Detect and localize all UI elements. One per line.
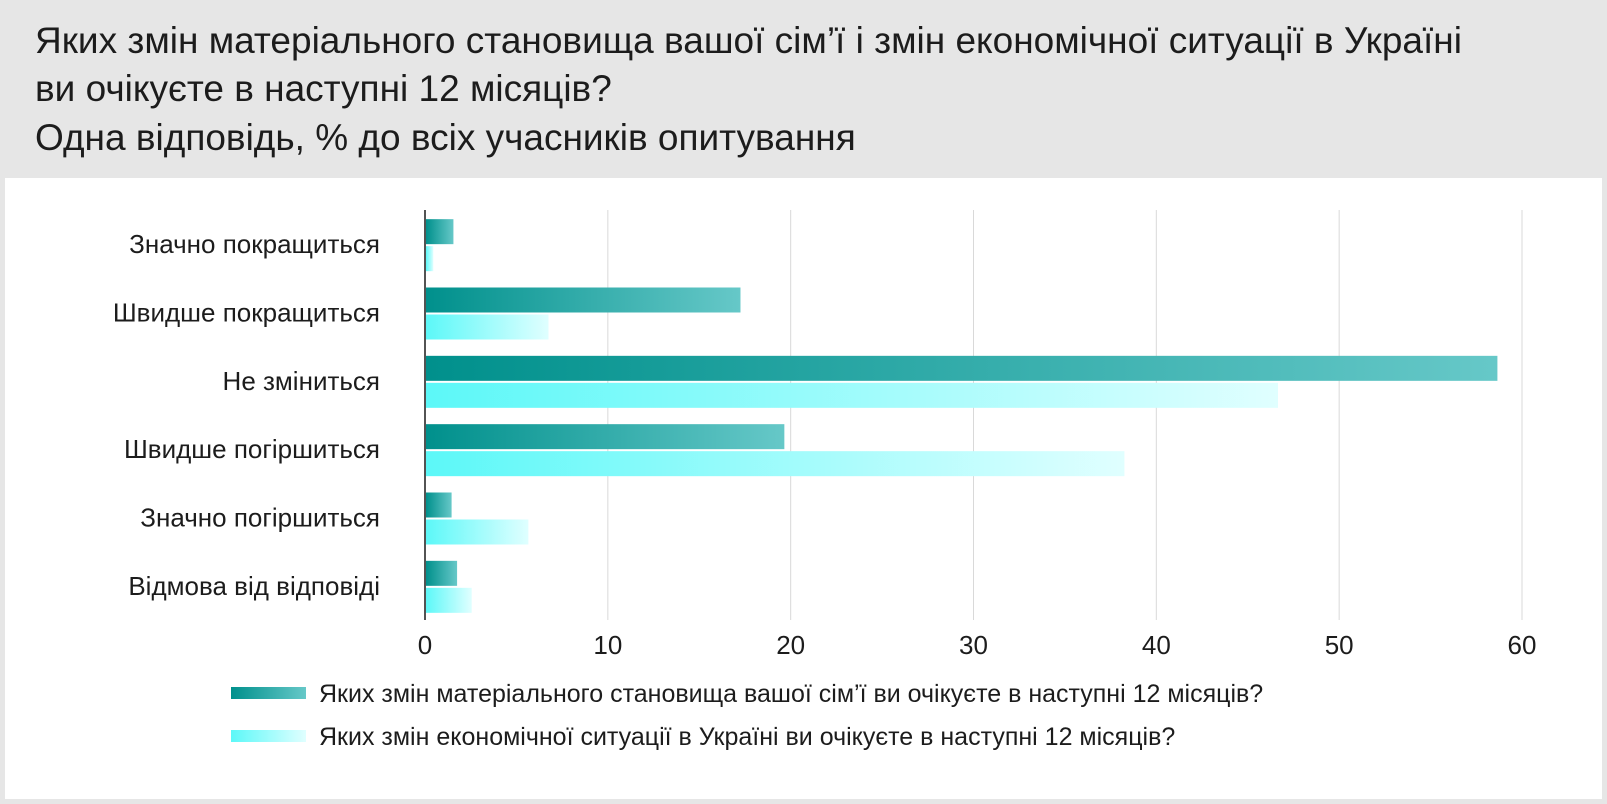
chart-header: Яких змін матеріального становища вашої … <box>0 0 1607 178</box>
bar-series2-4 <box>426 451 1125 477</box>
bar-series1-3 <box>426 355 1498 381</box>
legend-label-series2: Яких змін економічної ситуації в Україні… <box>319 723 1175 751</box>
bar-series1-5 <box>426 492 452 518</box>
x-tick-label-20: 20 <box>776 630 805 660</box>
bar-series2-5 <box>426 519 529 545</box>
legend-swatch-series1 <box>231 687 306 699</box>
bar-series2-1 <box>426 246 434 272</box>
x-tick-label-0: 0 <box>418 630 432 660</box>
legend-swatch-series2 <box>231 730 306 742</box>
x-tick-label-30: 30 <box>959 630 988 660</box>
bar-series1-6 <box>426 560 458 586</box>
legend-label-series1: Яких змін матеріального становища вашої … <box>319 680 1263 708</box>
category-label: Не зміниться <box>223 366 380 396</box>
category-label: Швидше погіршиться <box>124 434 380 464</box>
category-label: Значно покращиться <box>129 229 380 259</box>
chart-title-line-2: ви очікуєте в наступні 12 місяців? <box>35 68 612 109</box>
chart-panel: 0 10 20 30 40 50 60 Значно покращиться Швидше по… <box>5 178 1602 799</box>
chart-subtitle: Одна відповідь, % до всіх учасників опит… <box>35 117 856 158</box>
bar-chart: 0 10 20 30 40 50 60 Значно покращиться Швидше по… <box>113 210 1537 751</box>
bar-series2-6 <box>426 587 472 613</box>
category-label: Швидше покращиться <box>113 298 380 328</box>
bar-series2-3 <box>426 382 1279 408</box>
chart-title-line-1: Яких змін матеріального становища вашої … <box>35 20 1462 61</box>
x-tick-label-10: 10 <box>593 630 622 660</box>
x-tick-label-40: 40 <box>1142 630 1171 660</box>
category-label: Відмова від відповіді <box>128 571 380 601</box>
x-tick-label-50: 50 <box>1325 630 1354 660</box>
bar-series1-1 <box>426 219 454 245</box>
bar-series1-4 <box>426 424 785 450</box>
bar-series1-2 <box>426 287 741 313</box>
category-label: Значно погіршиться <box>140 503 380 533</box>
bar-series2-2 <box>426 314 549 340</box>
x-tick-label-60: 60 <box>1508 630 1537 660</box>
